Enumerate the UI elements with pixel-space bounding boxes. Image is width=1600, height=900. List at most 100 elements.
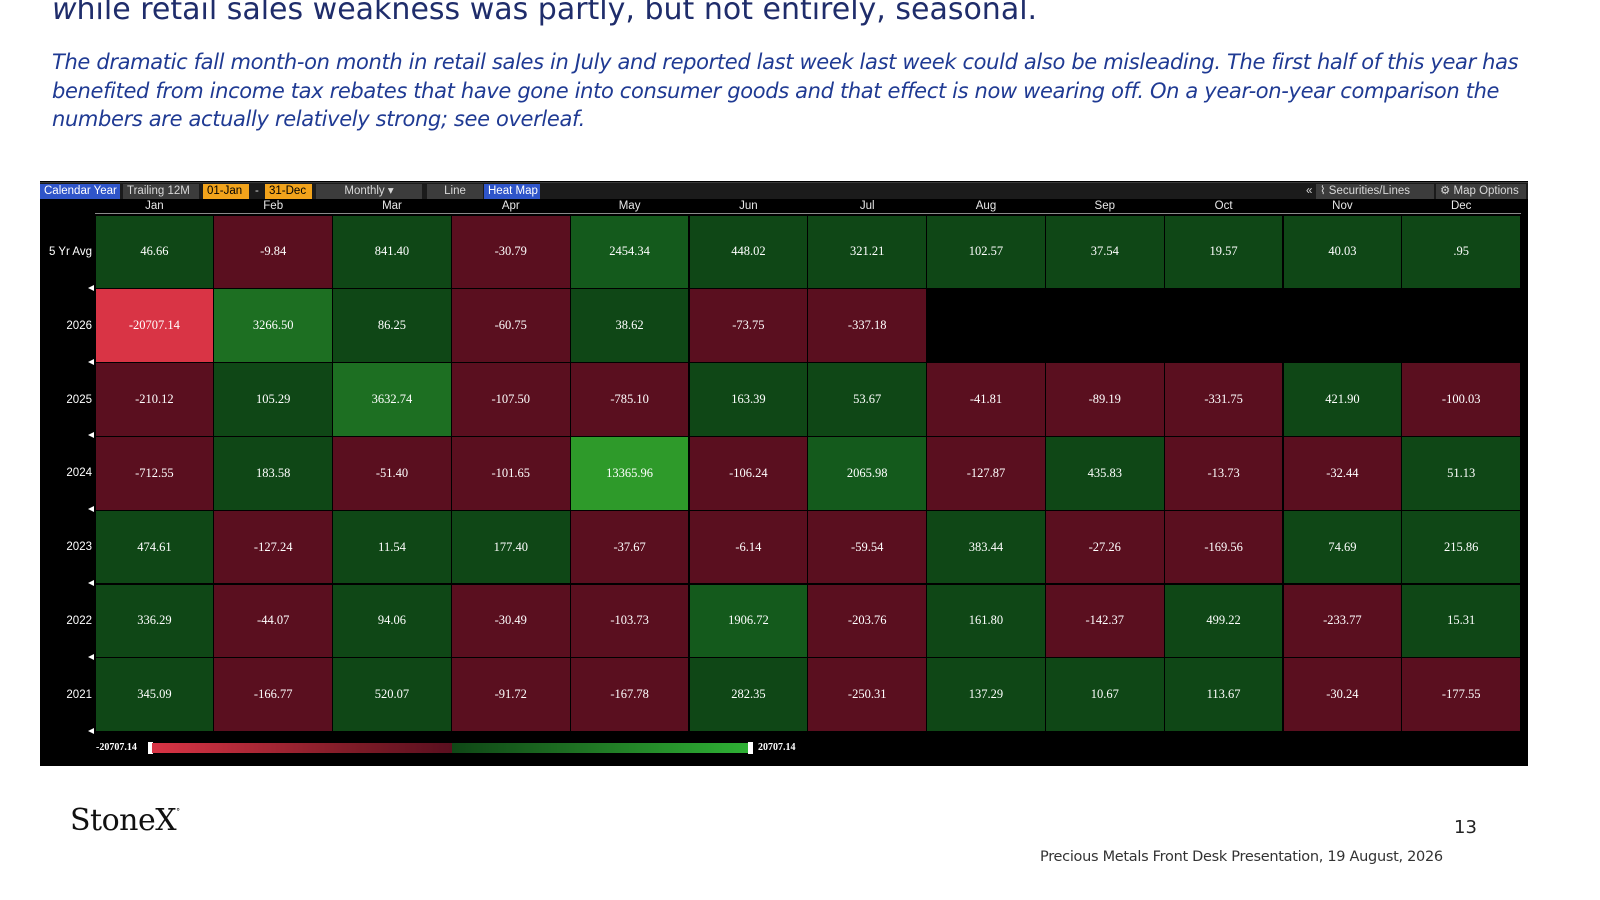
heatmap-cell[interactable]: 19.57 [1164, 215, 1283, 289]
heatmap-cell[interactable]: -51.40 [333, 436, 451, 510]
heatmap-cell[interactable]: 46.66 [95, 215, 214, 289]
heatmap-cell[interactable]: 51.13 [1402, 436, 1521, 510]
heatmap-cell[interactable]: -337.18 [808, 289, 927, 363]
heatmap-cell[interactable]: 11.54 [333, 510, 451, 584]
heatmap-cell[interactable]: -89.19 [1045, 363, 1164, 436]
calendar-year-button[interactable]: Calendar Year [40, 184, 120, 199]
heatmap-cell[interactable]: -30.49 [451, 584, 570, 658]
end-date-field[interactable]: 31-Dec [265, 184, 312, 199]
heatmap-cell[interactable]: 3266.50 [214, 289, 333, 363]
heatmap-cell[interactable] [1402, 289, 1521, 363]
heatmap-cell[interactable]: 102.57 [927, 215, 1045, 289]
heatmap-cell[interactable]: 499.22 [1164, 584, 1283, 658]
heatmap-cell[interactable]: -27.26 [1045, 510, 1164, 584]
month-header-may: May [570, 199, 689, 214]
heatmap-cell[interactable]: -101.65 [451, 436, 570, 510]
collapse-icon[interactable]: « [1306, 185, 1313, 197]
heatmap-cell[interactable]: -712.55 [95, 436, 214, 510]
heatmap-cell[interactable]: -59.54 [808, 510, 927, 584]
heatmap-cell[interactable]: 74.69 [1283, 510, 1402, 584]
heatmap-cell[interactable]: 105.29 [214, 363, 333, 436]
heatmap-cell[interactable]: .95 [1402, 215, 1521, 289]
heatmap-cell[interactable]: 421.90 [1283, 363, 1402, 436]
heatmap-cell[interactable]: 161.80 [927, 584, 1045, 658]
heatmap-cell[interactable]: 113.67 [1164, 658, 1283, 732]
heatmap-cell[interactable]: -103.73 [570, 584, 689, 658]
heatmap-cell[interactable] [1164, 289, 1283, 363]
logo-mark: ° [176, 807, 180, 816]
heatmap-cell[interactable]: 53.67 [808, 363, 927, 436]
heatmap-cell[interactable]: 86.25 [333, 289, 451, 363]
heatmap-cell[interactable]: 448.02 [689, 215, 808, 289]
heatmap-cell[interactable]: 215.86 [1402, 510, 1521, 584]
heatmap-cell[interactable] [927, 289, 1045, 363]
heatmap-cell[interactable]: -9.84 [214, 215, 333, 289]
map-options-button[interactable]: ⚙ Map Options [1436, 184, 1526, 199]
heatmap-cell[interactable]: -106.24 [689, 436, 808, 510]
legend-max-handle[interactable] [748, 742, 753, 754]
heatmap-cell[interactable]: -127.24 [214, 510, 333, 584]
heatmap-cell[interactable]: 1906.72 [689, 584, 808, 658]
securities-lines-button[interactable]: ⌇ Securities/Lines [1316, 184, 1434, 199]
heatmap-cell[interactable]: -32.44 [1283, 436, 1402, 510]
heatmap-cell[interactable]: 183.58 [214, 436, 333, 510]
heatmap-cell[interactable]: -167.78 [570, 658, 689, 732]
heatmap-cell[interactable]: -177.55 [1402, 658, 1521, 732]
heatmap-cell[interactable]: -30.79 [451, 215, 570, 289]
heatmap-cell[interactable]: -331.75 [1164, 363, 1283, 436]
heatmap-cell[interactable]: 3632.74 [333, 363, 451, 436]
row-tick-marker [88, 653, 94, 660]
heatmap-cell[interactable]: 13365.96 [570, 436, 689, 510]
heat-map-view-button[interactable]: Heat Map [484, 184, 540, 199]
heatmap-cell[interactable]: 435.83 [1045, 436, 1164, 510]
heatmap-cell[interactable]: -210.12 [95, 363, 214, 436]
heatmap-cell[interactable]: -142.37 [1045, 584, 1164, 658]
heatmap-cell[interactable]: 321.21 [808, 215, 927, 289]
heatmap-toolbar: Calendar Year Trailing 12M 01-Jan - 31-D… [40, 182, 1528, 199]
heatmap-cell[interactable]: 163.39 [689, 363, 808, 436]
heatmap-cell[interactable]: 383.44 [927, 510, 1045, 584]
heatmap-cell[interactable]: 10.67 [1045, 658, 1164, 732]
heatmap-cell[interactable]: 520.07 [333, 658, 451, 732]
heatmap-cell[interactable]: -37.67 [570, 510, 689, 584]
heatmap-cell[interactable]: 2454.34 [570, 215, 689, 289]
heatmap-cell[interactable]: 15.31 [1402, 584, 1521, 658]
trailing-12m-button[interactable]: Trailing 12M [123, 184, 199, 199]
heatmap-cell[interactable]: -250.31 [808, 658, 927, 732]
heatmap-cell[interactable]: -6.14 [689, 510, 808, 584]
heatmap-cell[interactable]: -166.77 [214, 658, 333, 732]
heatmap-cell[interactable]: -60.75 [451, 289, 570, 363]
heatmap-cell[interactable]: 38.62 [570, 289, 689, 363]
heatmap-cell[interactable]: -233.77 [1283, 584, 1402, 658]
heatmap-cell[interactable] [1283, 289, 1402, 363]
heatmap-cell[interactable]: 94.06 [333, 584, 451, 658]
heatmap-cell[interactable]: 345.09 [95, 658, 214, 732]
line-view-button[interactable]: Line [427, 184, 483, 199]
heatmap-cell[interactable]: -44.07 [214, 584, 333, 658]
heatmap-cell[interactable]: -100.03 [1402, 363, 1521, 436]
heatmap-cell[interactable]: -91.72 [451, 658, 570, 732]
heatmap-cell[interactable] [1045, 289, 1164, 363]
frequency-dropdown[interactable]: Monthly ▾ [316, 184, 422, 199]
heatmap-cell[interactable]: 474.61 [95, 510, 214, 584]
heatmap-cell[interactable]: -107.50 [451, 363, 570, 436]
heatmap-cell[interactable]: 37.54 [1045, 215, 1164, 289]
heatmap-cell[interactable]: -127.87 [927, 436, 1045, 510]
heatmap-cell[interactable]: 177.40 [451, 510, 570, 584]
heatmap-cell[interactable]: 841.40 [333, 215, 451, 289]
heatmap-cell[interactable]: 137.29 [927, 658, 1045, 732]
heatmap-cell[interactable]: 2065.98 [808, 436, 927, 510]
heatmap-cell[interactable]: -41.81 [927, 363, 1045, 436]
heatmap-cell[interactable]: 40.03 [1283, 215, 1402, 289]
start-date-field[interactable]: 01-Jan [203, 184, 249, 199]
heatmap-cell[interactable]: 282.35 [689, 658, 808, 732]
heatmap-cell[interactable]: 336.29 [95, 584, 214, 658]
heatmap-cell[interactable]: -30.24 [1283, 658, 1402, 732]
legend-min-handle[interactable] [148, 742, 153, 754]
heatmap-cell[interactable]: -169.56 [1164, 510, 1283, 584]
heatmap-cell[interactable]: -73.75 [689, 289, 808, 363]
heatmap-cell[interactable]: -785.10 [570, 363, 689, 436]
heatmap-cell[interactable]: -203.76 [808, 584, 927, 658]
heatmap-cell[interactable]: -13.73 [1164, 436, 1283, 510]
heatmap-cell[interactable]: -20707.14 [95, 289, 214, 363]
